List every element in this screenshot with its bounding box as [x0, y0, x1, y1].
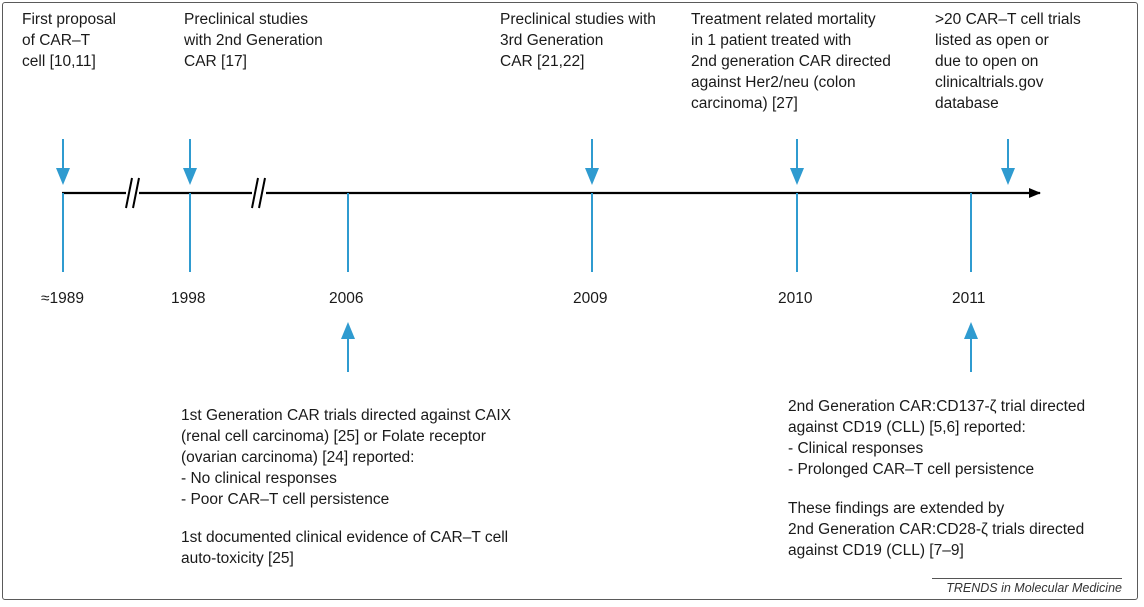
event-1998-line: with 2nd Generation	[184, 32, 323, 49]
event-1989-line: cell [10,11]	[22, 53, 96, 70]
event-2006-note-line: auto-toxicity [25]	[181, 550, 294, 567]
event-2006-line: (ovarian carcinoma) [24] reported:	[181, 449, 415, 466]
event-2006-line: 1st Generation CAR trials directed again…	[181, 407, 511, 424]
event-open-trials-line: database	[935, 95, 999, 112]
arrow-2010	[790, 139, 804, 185]
event-2006-line: (renal cell carcinoma) [25] or Folate re…	[181, 428, 486, 445]
year-label-2006: 2006	[329, 290, 364, 307]
event-label-2011: 2nd Generation CAR:CD137-ζ trial directe…	[788, 396, 1085, 480]
event-label-2010: Treatment related mortality in 1 patient…	[691, 9, 891, 114]
axis-break-1	[125, 177, 140, 209]
event-1989-line: First proposal	[22, 11, 116, 28]
year-label-2009: 2009	[573, 290, 608, 307]
event-open-trials-line: due to open on	[935, 53, 1039, 70]
event-2010-line: Treatment related mortality	[691, 11, 876, 28]
event-open-trials-line: listed as open or	[935, 32, 1049, 49]
arrow-open-trials	[1001, 139, 1015, 185]
source-credit: TRENDS in Molecular Medicine	[932, 578, 1122, 595]
event-2009-line: 3rd Generation	[500, 32, 604, 49]
event-2006-line: - Poor CAR–T cell persistence	[181, 491, 390, 508]
event-2010-line: against Her2/neu (colon	[691, 74, 856, 91]
event-1998-line: Preclinical studies	[184, 11, 309, 28]
year-label-2010: 2010	[778, 290, 813, 307]
event-2011-extension-line: 2nd Generation CAR:CD28-ζ trials directe…	[788, 521, 1085, 538]
event-2011-extension-line: These findings are extended by	[788, 500, 1005, 517]
event-2011-line: against CD19 (CLL) [5,6] reported:	[788, 419, 1026, 436]
event-2010-line: in 1 patient treated with	[691, 32, 852, 49]
axis-break-2	[251, 177, 266, 209]
arrow-2009	[585, 139, 599, 185]
event-2011-line: 2nd Generation CAR:CD137-ζ trial directe…	[788, 398, 1086, 415]
event-2006-note-line: 1st documented clinical evidence of CAR–…	[181, 529, 509, 546]
event-2009-line: CAR [21,22]	[500, 53, 585, 70]
event-label-2011-extension: These findings are extended by 2nd Gener…	[788, 498, 1084, 561]
event-label-open-trials: >20 CAR–T cell trials listed as open or …	[935, 9, 1081, 114]
event-label-2006-note: 1st documented clinical evidence of CAR–…	[181, 527, 508, 569]
event-1998-line: CAR [17]	[184, 53, 247, 70]
event-label-1989: First proposal of CAR–T cell [10,11]	[22, 9, 116, 72]
event-1989-line: of CAR–T	[22, 32, 91, 49]
event-label-2006: 1st Generation CAR trials directed again…	[181, 405, 511, 510]
event-label-1998: Preclinical studies with 2nd Generation …	[184, 9, 323, 72]
event-label-2009: Preclinical studies with 3rd Generation …	[500, 9, 656, 72]
event-2011-extension-line: against CD19 (CLL) [7–9]	[788, 542, 964, 559]
arrow-1989	[56, 139, 70, 185]
event-2006-line: - No clinical responses	[181, 470, 337, 487]
event-2010-line: carcinoma) [27]	[691, 95, 798, 112]
year-label-1989: ≈1989	[41, 290, 84, 307]
arrow-1998	[183, 139, 197, 185]
year-label-1998: 1998	[171, 290, 206, 307]
year-label-2011: 2011	[952, 290, 986, 307]
event-2010-line: 2nd generation CAR directed	[691, 53, 891, 70]
event-2011-line: - Clinical responses	[788, 440, 924, 457]
figure-frame	[2, 2, 1138, 600]
event-2009-line: Preclinical studies with	[500, 11, 656, 28]
event-2011-line: - Prolonged CAR–T cell persistence	[788, 461, 1035, 478]
event-open-trials-line: >20 CAR–T cell trials	[935, 11, 1081, 28]
arrow-2011	[964, 322, 978, 372]
arrow-2006	[341, 322, 355, 372]
year-ticks	[62, 193, 972, 272]
event-open-trials-line: clinicaltrials.gov	[935, 74, 1044, 91]
